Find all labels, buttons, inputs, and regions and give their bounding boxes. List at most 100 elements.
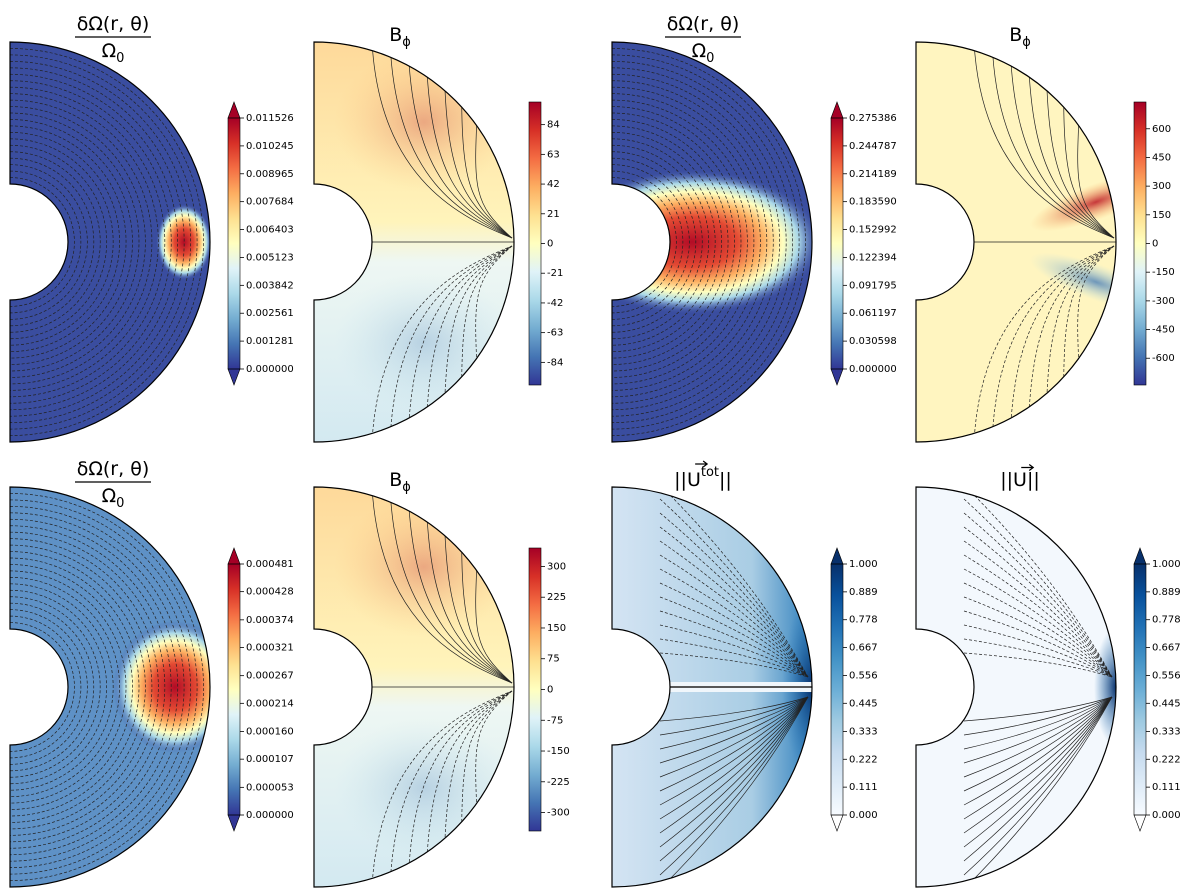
domain-outline [915,486,1117,888]
colorbar: 0.000000 0.001281 0.002561 0.003842 0.005123… [227,101,294,386]
colorbar-tick-label: 0.333 [849,726,878,737]
colorbar-fill [831,564,843,815]
colorbar: 0.000 0.111 0.222 0.333 0.445 0.556 0.667 0.778… [1133,547,1181,832]
contour-line [1027,245,1115,442]
colorbar-tick-label: -300 [547,808,570,819]
contour-line [659,596,809,678]
title-part: B [389,24,402,46]
colorbar-tick-label: -84 [547,357,563,368]
colorbar-tick-label: 1.000 [1152,559,1181,570]
colorbar-tick-label: 84 [547,120,560,131]
colorbar-tick-label: 0 [547,239,553,250]
field-blob [1029,252,1116,312]
colorbar-tick-label: 0 [1152,239,1158,250]
colorbar-tick-label: -300 [1152,296,1175,307]
colorbar-tick-label: 0.183590 [849,197,897,208]
contour-line [10,80,172,404]
panel-title: δΩ(r, θ) [667,13,739,35]
colorbar-tick-label: 0.000000 [849,364,897,375]
contour-line [963,526,1113,678]
contour-line [659,696,809,722]
colorbar-tick-label: 0.889 [849,587,878,598]
contour-line [10,125,127,359]
contour-line [10,170,82,314]
colorbar-tick-label: 0.010245 [246,141,294,152]
contour-line [963,696,1113,750]
contour-line [612,99,755,385]
colorbar-extend-max [830,101,844,119]
field [10,42,210,442]
meridional-plot [9,41,211,443]
field [916,487,1116,887]
contour-line [371,690,513,887]
colorbar-tick-label: 0.556 [849,670,878,681]
colorbar-extend-min [227,814,241,832]
colorbar-tick-label: -21 [547,268,563,279]
contour-line [659,487,809,678]
colorbar-tick-label: 0.667 [849,643,878,654]
contour-line [10,177,75,307]
field [10,487,210,887]
colorbar-extend-min [227,368,241,386]
contour-lines [612,48,806,436]
contour-line [963,696,1113,764]
contour-line [659,512,809,678]
contour-line [10,525,172,849]
contour-line [10,499,198,875]
contour-line [963,596,1113,678]
contour-line [10,596,101,778]
contour-line [963,696,1113,778]
contour-line [963,624,1113,678]
title-part: 0 [116,51,124,66]
field [612,42,812,442]
contour-line [612,132,722,352]
contour-line [10,506,191,868]
contour-line [659,696,809,848]
contour-line [10,602,94,772]
colorbar-tick-label: 0.111 [849,782,878,793]
title-part: δΩ(r, θ) [77,458,149,480]
field-blob [1094,627,1116,747]
contour-line [659,610,809,678]
colorbar-fill [228,118,240,369]
field-blob [334,52,514,192]
contour-line [963,638,1113,678]
colorbar-tick-label: 0.006403 [246,225,294,236]
panel-title: Ω0 [102,40,125,67]
colorbar-extend-max [227,101,241,119]
contour-line [963,610,1113,678]
colorbar-tick-label: -75 [547,715,563,726]
colorbar: 0.000000 0.030598 0.061197 0.091795 0.122394… [830,101,897,386]
meridional-plot [915,486,1117,888]
contour-line [10,151,101,333]
colorbar-tick-label: 75 [547,654,560,665]
contour-line [10,538,159,836]
contour-line [973,245,1115,442]
meridional-plot [915,41,1117,443]
colorbar-tick-label: 0.007684 [246,197,294,208]
contour-line [10,577,120,797]
contour-line [389,487,513,684]
colorbar-tick-label: 0.000160 [246,727,294,738]
contour-line [612,157,696,327]
contour-line [407,245,513,442]
colorbar-frame [830,117,844,370]
colorbar-extend-min [1133,814,1147,832]
field-blob [113,621,210,753]
title-part: δΩ(r, θ) [77,13,149,35]
contour-line [10,609,88,765]
contour-line [10,93,159,391]
contour-line [612,138,716,346]
contour-line [10,86,166,398]
meridional-plot [611,41,813,443]
title-part: ϕ [402,35,411,50]
colorbar-tick-label: 0.244787 [849,141,897,152]
colorbar-tick-label: 300 [1152,181,1171,192]
colorbar-tick-label: 225 [547,592,566,603]
contour-line [371,487,513,684]
contour-line [10,138,114,346]
vector-arrow [695,460,709,468]
contour-line [10,119,133,365]
colorbar-tick-label: 0.005123 [246,252,294,263]
